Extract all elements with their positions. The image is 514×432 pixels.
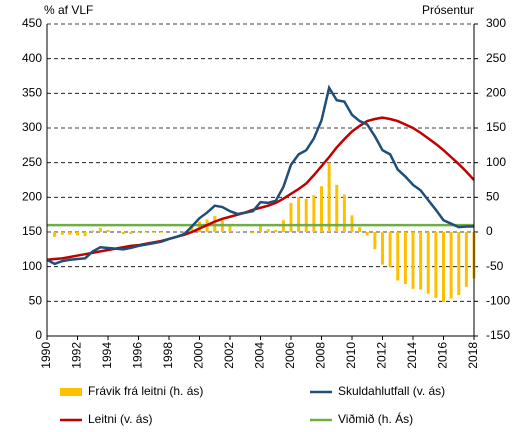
bar (381, 232, 384, 265)
y-tick-label: 100 (22, 259, 42, 273)
bar (76, 232, 79, 236)
x-tick-label: 2008 (314, 342, 328, 369)
bar (236, 231, 240, 232)
y2-tick-label: 50 (486, 190, 500, 204)
bar (403, 232, 407, 284)
line (46, 84, 474, 266)
bar (426, 232, 430, 294)
y2-tick-label: 250 (486, 51, 506, 65)
bar (320, 186, 323, 232)
x-tick-label: 2014 (405, 342, 419, 369)
x-tick-label: 1990 (39, 342, 53, 369)
bar (159, 232, 163, 233)
bar (358, 227, 362, 232)
y-tick-label: 50 (29, 294, 43, 308)
bar (442, 232, 445, 303)
line (46, 116, 475, 261)
legend-swatch (60, 388, 82, 396)
bar (327, 162, 331, 232)
bar (129, 232, 133, 235)
x-tick-label: 1994 (100, 342, 114, 369)
legend-label: Skuldahlutfall (v. ás) (338, 384, 445, 398)
bar (190, 226, 194, 232)
y2-tick-label: 150 (486, 120, 506, 134)
bar (228, 226, 232, 232)
bar (266, 229, 270, 232)
y-axis-title: % af VLF (44, 3, 93, 17)
x-tick-label: 2018 (466, 342, 480, 369)
bar (350, 215, 354, 232)
bar (68, 232, 72, 235)
bar (289, 202, 293, 232)
x-tick-label: 1992 (70, 342, 84, 369)
bar (335, 184, 339, 232)
bar (144, 232, 148, 233)
bar (274, 229, 278, 232)
y2-tick-label: -150 (486, 328, 510, 342)
x-tick-label: 2000 (192, 342, 206, 369)
y2-tick-label: 300 (486, 16, 506, 30)
y2-tick-label: 100 (486, 155, 506, 169)
x-tick-label: 2006 (283, 342, 297, 369)
x-tick-label: 2010 (344, 342, 358, 369)
y-tick-label: 450 (22, 16, 42, 30)
x-tick-label: 2002 (222, 342, 236, 369)
bar (312, 195, 316, 232)
bar (342, 194, 346, 232)
y-tick-label: 0 (35, 328, 42, 342)
y2-tick-label: -100 (486, 294, 510, 308)
bar (83, 232, 87, 237)
legend-label: Frávik frá leitni (h. ás) (88, 384, 203, 398)
y2-tick-label: 0 (486, 224, 493, 238)
bar (411, 232, 415, 289)
bar (152, 232, 156, 233)
y-tick-label: 400 (22, 51, 42, 65)
bar (53, 232, 57, 237)
bar (419, 232, 423, 290)
bar (121, 232, 125, 235)
y-tick-label: 200 (22, 190, 42, 204)
x-tick-label: 2012 (375, 342, 389, 369)
bar (365, 232, 369, 236)
y2-tick-label: 200 (486, 86, 506, 100)
legend-label: Leitni (v. ás) (88, 412, 152, 426)
bar (373, 232, 377, 250)
bar (198, 221, 201, 232)
bar (182, 231, 186, 232)
bar (457, 232, 461, 296)
bar (396, 232, 400, 281)
x-tick-label: 1996 (131, 342, 145, 369)
y2-tick-label: -50 (486, 259, 504, 273)
bar (449, 232, 453, 299)
x-tick-label: 2004 (253, 342, 267, 369)
x-tick-label: 2016 (436, 342, 450, 369)
bar (434, 232, 438, 298)
y-tick-label: 300 (22, 120, 42, 134)
bar (297, 197, 301, 232)
y-tick-label: 150 (22, 224, 42, 238)
bar (106, 229, 110, 232)
legend-label: Viðmið (h. Ás) (338, 411, 413, 426)
bar (91, 230, 95, 232)
y-tick-label: 350 (22, 86, 42, 100)
y-tick-label: 250 (22, 155, 42, 169)
x-tick-label: 1998 (161, 342, 175, 369)
bar (388, 232, 392, 268)
bar (60, 232, 64, 235)
y2-axis-title: Prósentur (422, 3, 474, 17)
bar (464, 232, 468, 287)
bar (98, 227, 102, 232)
bar (251, 232, 255, 234)
bar (304, 198, 308, 232)
bar (137, 232, 140, 233)
bar (259, 226, 262, 232)
